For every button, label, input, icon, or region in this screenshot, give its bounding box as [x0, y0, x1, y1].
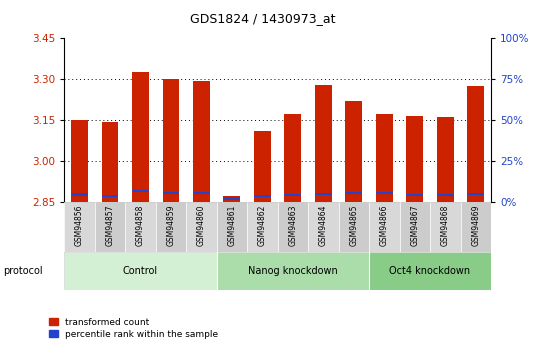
Bar — [217, 202, 247, 252]
Text: GSM94866: GSM94866 — [380, 204, 389, 246]
Bar — [71, 193, 88, 196]
Text: Nanog knockdown: Nanog knockdown — [248, 266, 338, 276]
Bar — [468, 193, 484, 195]
Bar — [460, 202, 491, 252]
Bar — [315, 193, 331, 195]
Bar — [468, 86, 484, 202]
Text: protocol: protocol — [3, 266, 42, 276]
Text: GSM94863: GSM94863 — [288, 204, 297, 246]
Bar — [217, 252, 369, 290]
Bar — [345, 192, 362, 194]
Bar — [247, 202, 277, 252]
Bar — [376, 114, 393, 202]
Bar — [369, 252, 491, 290]
Bar — [64, 252, 217, 290]
Bar — [125, 202, 156, 252]
Text: GSM94859: GSM94859 — [166, 204, 175, 246]
Bar — [254, 131, 271, 202]
Text: GSM94861: GSM94861 — [227, 204, 237, 246]
Bar — [102, 195, 118, 197]
Bar — [162, 192, 179, 194]
Bar — [71, 120, 88, 202]
Bar — [369, 202, 400, 252]
Bar — [224, 196, 240, 202]
Bar — [193, 192, 210, 194]
Text: GSM94860: GSM94860 — [197, 204, 206, 246]
Bar — [406, 116, 423, 202]
Text: Control: Control — [123, 266, 158, 276]
Legend: transformed count, percentile rank within the sample: transformed count, percentile rank withi… — [49, 318, 219, 339]
Text: GSM94858: GSM94858 — [136, 204, 145, 246]
Text: GSM94857: GSM94857 — [105, 204, 114, 246]
Text: GDS1824 / 1430973_at: GDS1824 / 1430973_at — [190, 12, 335, 25]
Text: GSM94856: GSM94856 — [75, 204, 84, 246]
Bar — [102, 122, 118, 202]
Text: GSM94869: GSM94869 — [472, 204, 480, 246]
Text: GSM94865: GSM94865 — [349, 204, 358, 246]
Text: GSM94862: GSM94862 — [258, 204, 267, 246]
Bar — [437, 194, 454, 196]
Bar — [285, 114, 301, 202]
Bar — [132, 190, 149, 192]
Bar — [339, 202, 369, 252]
Text: GSM94864: GSM94864 — [319, 204, 328, 246]
Bar — [186, 202, 217, 252]
Bar — [277, 202, 308, 252]
Text: Oct4 knockdown: Oct4 knockdown — [389, 266, 470, 276]
Bar — [406, 194, 423, 196]
Bar — [132, 72, 149, 202]
Text: GSM94868: GSM94868 — [441, 204, 450, 246]
Bar — [95, 202, 125, 252]
Bar — [400, 202, 430, 252]
Bar — [437, 117, 454, 202]
Bar — [254, 195, 271, 197]
Text: GSM94867: GSM94867 — [410, 204, 419, 246]
Bar — [376, 192, 393, 195]
Bar — [430, 202, 460, 252]
Bar — [64, 202, 95, 252]
Bar — [224, 197, 240, 200]
Bar — [285, 194, 301, 196]
Bar — [308, 202, 339, 252]
Bar — [162, 79, 179, 202]
Bar — [315, 85, 331, 202]
Bar — [193, 81, 210, 202]
Bar — [345, 101, 362, 202]
Bar — [156, 202, 186, 252]
